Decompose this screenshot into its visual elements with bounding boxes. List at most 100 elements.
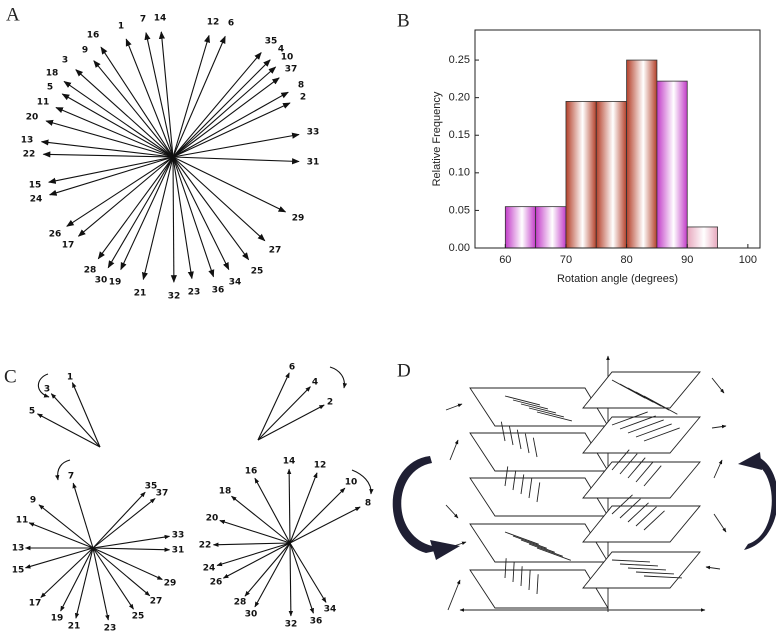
arrow-label: 16: [87, 31, 100, 41]
vector-arrow: [289, 487, 346, 544]
bar: [504, 206, 537, 249]
vector-arrow: [92, 498, 156, 549]
diagram-line: [643, 395, 678, 415]
vector-arrow: [257, 372, 290, 441]
arrow-label: 6: [228, 19, 234, 29]
diagram-line: [627, 567, 666, 571]
arrow-label: 6: [289, 363, 295, 373]
diagram-line: [713, 459, 723, 479]
vector-arrow: [289, 542, 327, 603]
vector-arrow: [254, 542, 291, 608]
vector-arrow: [77, 156, 174, 237]
bar: [535, 206, 567, 249]
vector-arrow: [40, 547, 94, 598]
vector-arrow: [172, 156, 215, 278]
arrow-label: 29: [164, 579, 177, 589]
arrow-label: 10: [345, 478, 358, 488]
vector-arrow: [289, 542, 314, 614]
arrow-label: 35: [265, 37, 278, 47]
vector-arrow: [289, 506, 361, 544]
y-tick-label: 0.25: [449, 54, 470, 66]
rotation-arrow: [55, 459, 71, 481]
arrow-label: 11: [37, 98, 50, 108]
diagram-line: [611, 559, 650, 563]
arrow-label: 36: [310, 617, 323, 627]
arrow-label: 15: [29, 181, 42, 191]
diagram-line: [512, 562, 515, 583]
diagram-line: [611, 449, 630, 471]
arrow-label: 1: [67, 373, 73, 383]
diagram-line: [516, 429, 522, 450]
arrow-label: 2: [300, 93, 306, 103]
vector-arrow: [257, 386, 311, 441]
arrow-label: 16: [245, 467, 258, 477]
vector-arrow: [170, 156, 177, 283]
vector-arrow: [172, 132, 300, 158]
vector-arrow: [61, 93, 174, 158]
arrow-label: 31: [172, 546, 185, 556]
vector-arrow: [172, 52, 262, 158]
arrow-label: 25: [251, 267, 264, 277]
vector-arrow: [36, 413, 101, 448]
diagram-line: [528, 570, 531, 591]
arrow-label: 26: [210, 578, 223, 588]
diagram-line: [619, 498, 641, 519]
panel-label: A: [6, 4, 20, 25]
diagram-line: [528, 478, 533, 499]
vector-arrow: [222, 542, 291, 579]
rotation-arrow: [37, 373, 50, 398]
diagram-line: [611, 494, 633, 515]
arrow-label: 26: [49, 230, 62, 240]
diagram-line: [619, 415, 656, 430]
vector-arrow: [172, 156, 250, 261]
vector-arrow: [72, 482, 94, 549]
vector-arrow: [172, 59, 271, 158]
y-tick-label: 0.10: [449, 167, 470, 179]
arrow-label: 14: [283, 457, 296, 467]
arrow-label: 17: [29, 599, 42, 609]
rotation-arrow: [738, 452, 762, 470]
arrow-label: 21: [68, 622, 81, 632]
vector-arrow: [93, 60, 174, 158]
diagram-line: [536, 411, 572, 422]
diagram-line: [445, 403, 463, 411]
vector-arrow: [92, 547, 134, 610]
vector-arrow: [257, 404, 325, 441]
x-tick-label: 100: [739, 254, 757, 266]
vector-arrow: [92, 534, 171, 549]
y-tick-label: 0.15: [449, 129, 470, 141]
arrow-label: 23: [104, 624, 117, 633]
vector-arrow: [172, 77, 280, 158]
diagram-line: [508, 425, 514, 446]
vector-arrow: [141, 156, 174, 281]
x-tick-label: 90: [681, 254, 693, 266]
vector-arrow: [48, 156, 174, 196]
arrow-label: 27: [150, 597, 163, 607]
rotation-arrow: [744, 456, 776, 550]
plot-frame: [474, 29, 761, 249]
arrow-label: 7: [140, 15, 146, 25]
arrow-label: 28: [84, 266, 97, 276]
arrow-label: 3: [62, 56, 68, 66]
diagram-line: [520, 566, 523, 587]
arrow-label: 17: [62, 241, 75, 251]
vector-arrow: [219, 519, 291, 544]
diagram-line: [445, 504, 459, 519]
vector-arrow: [125, 38, 174, 158]
diagram-line: [449, 439, 459, 461]
vector-arrow: [172, 156, 287, 213]
arrow-label: 14: [154, 14, 167, 24]
arrow-label: 12: [314, 461, 327, 471]
arrow-label: 33: [172, 531, 185, 541]
vector-arrow: [60, 547, 94, 612]
vector-arrow: [50, 393, 101, 448]
arrow-label: 31: [307, 158, 320, 168]
arrow-label: 22: [199, 541, 212, 551]
y-tick-label: 0.05: [449, 204, 470, 216]
vector-arrow: [63, 80, 174, 158]
arrow-label: 37: [285, 65, 298, 75]
arrow-label: 20: [26, 113, 39, 123]
arrow-label: 35: [145, 482, 158, 492]
arrow-label: 11: [16, 516, 29, 526]
arrow-label: 12: [207, 18, 220, 28]
